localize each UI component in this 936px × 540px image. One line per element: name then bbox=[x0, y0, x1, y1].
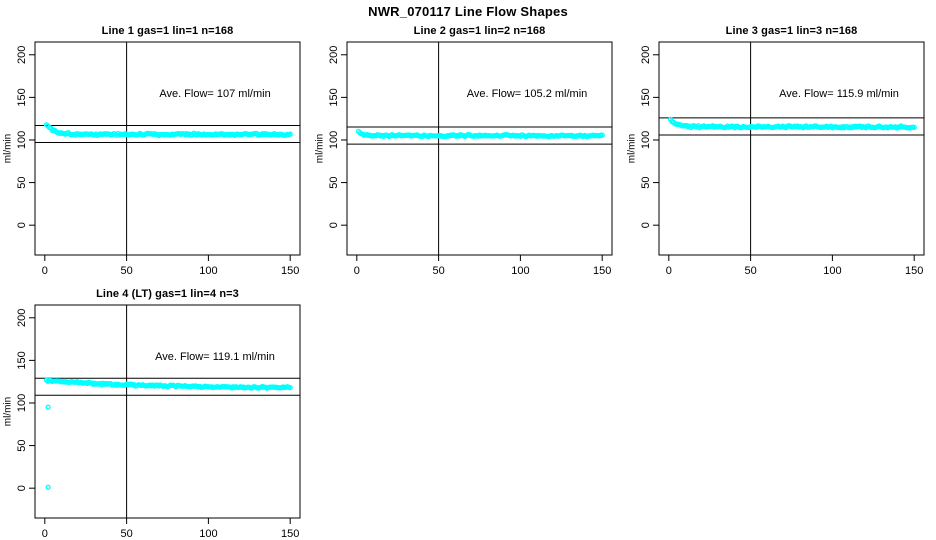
data-point bbox=[287, 384, 293, 391]
avg-flow-annotation-line3: Ave. Flow= 115.9 ml/min bbox=[779, 88, 899, 100]
x-tick-label: 150 bbox=[905, 265, 923, 277]
x-tick-label: 100 bbox=[823, 265, 841, 277]
x-tick-label: 100 bbox=[199, 528, 217, 540]
y-axis-label: ml/min bbox=[315, 134, 326, 163]
data-point bbox=[599, 132, 605, 138]
x-tick-label: 0 bbox=[42, 265, 48, 277]
y-axis-label: ml/min bbox=[3, 134, 14, 163]
x-tick-label: 0 bbox=[666, 265, 672, 277]
y-tick-label: 100 bbox=[328, 131, 340, 149]
y-tick-label: 50 bbox=[16, 176, 28, 188]
x-tick-label: 100 bbox=[199, 265, 217, 277]
avg-flow-annotation-line2: Ave. Flow= 105.2 ml/min bbox=[466, 88, 588, 100]
outlier-data-point bbox=[45, 404, 51, 410]
y-tick-label: 0 bbox=[16, 222, 28, 228]
y-tick-label: 200 bbox=[16, 46, 28, 64]
avg-flow-annotation-line1: Ave. Flow= 107 ml/min bbox=[159, 88, 271, 100]
y-tick-label: 0 bbox=[16, 485, 28, 491]
y-tick-label: 50 bbox=[328, 176, 340, 188]
y-tick-label: 100 bbox=[16, 394, 28, 412]
avg-flow-annotation-line4: Ave. Flow= 119.1 ml/min bbox=[155, 351, 275, 363]
y-tick-label: 100 bbox=[640, 131, 652, 149]
x-tick-label: 100 bbox=[511, 265, 529, 277]
plot-box bbox=[658, 41, 925, 256]
y-tick-label: 100 bbox=[16, 131, 28, 149]
y-tick-label: 150 bbox=[328, 88, 340, 106]
page-title: NWR_070117 Line Flow Shapes bbox=[368, 4, 568, 19]
panel-plot-2: 0 50 100 150 200 0 50 100 150 ml/min bbox=[315, 41, 613, 277]
y-tick-label: 150 bbox=[16, 351, 28, 369]
x-tick-label: 0 bbox=[354, 265, 360, 277]
panel-title-line4: Line 4 (LT) gas=1 lin=4 n=3 bbox=[96, 288, 239, 300]
x-tick-label: 50 bbox=[432, 265, 444, 277]
plot-box bbox=[34, 304, 301, 519]
y-tick-label: 200 bbox=[640, 46, 652, 64]
y-tick-label: 50 bbox=[16, 439, 28, 451]
plot-box bbox=[34, 41, 301, 256]
scatter-points bbox=[667, 116, 917, 131]
panel-title-line1: Line 1 gas=1 lin=1 n=168 bbox=[101, 25, 234, 37]
x-tick-label: 150 bbox=[593, 265, 611, 277]
x-tick-label: 50 bbox=[120, 265, 132, 277]
y-axis-label: ml/min bbox=[627, 134, 638, 163]
scatter-points bbox=[355, 128, 605, 140]
y-tick-label: 150 bbox=[16, 88, 28, 106]
y-tick-label: 50 bbox=[640, 176, 652, 188]
y-tick-label: 0 bbox=[640, 222, 652, 228]
panel-plot-1: 0 50 100 150 200 0 50 100 150 ml/min bbox=[3, 41, 301, 277]
panel-title-line2: Line 2 gas=1 lin=2 n=168 bbox=[413, 25, 546, 37]
scatter-points bbox=[43, 122, 293, 139]
x-tick-label: 50 bbox=[744, 265, 756, 277]
panel-plot-3: 0 50 100 150 200 0 50 100 150 ml/min bbox=[627, 41, 925, 277]
outlier-data-point bbox=[45, 484, 51, 490]
x-tick-label: 150 bbox=[281, 265, 299, 277]
y-tick-label: 200 bbox=[328, 46, 340, 64]
y-tick-label: 200 bbox=[16, 309, 28, 327]
x-tick-label: 0 bbox=[42, 528, 48, 540]
data-point bbox=[287, 131, 293, 137]
panel-plot-4: 0 50 100 150 200 0 50 100 150 ml/min bbox=[3, 304, 301, 540]
data-point bbox=[911, 124, 917, 131]
y-tick-label: 0 bbox=[328, 222, 340, 228]
x-tick-label: 150 bbox=[281, 528, 299, 540]
scatter-points bbox=[43, 377, 293, 490]
plot-box bbox=[346, 41, 613, 256]
x-tick-label: 50 bbox=[120, 528, 132, 540]
panel-title-line3: Line 3 gas=1 lin=3 n=168 bbox=[725, 25, 858, 37]
y-axis-label: ml/min bbox=[3, 397, 14, 426]
y-tick-label: 150 bbox=[640, 88, 652, 106]
